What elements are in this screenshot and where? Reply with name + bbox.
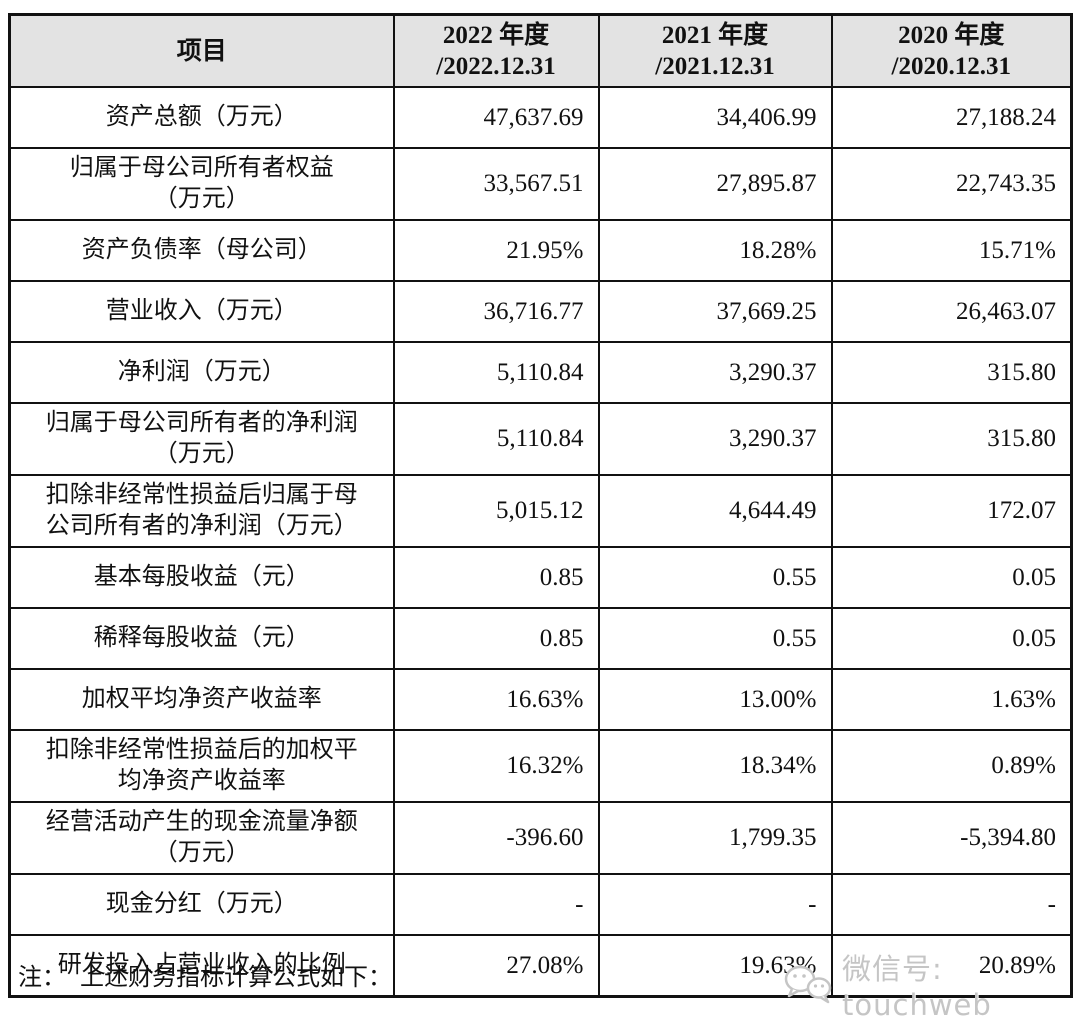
row-label: 资产总额（万元） [8,86,395,149]
value-2020: -5,394.80 [830,801,1073,875]
table-row: 基本每股收益（元） 0.85 0.55 0.05 [8,546,1073,609]
value-2022: 27.08% [392,934,600,998]
value-2022: 36,716.77 [392,280,600,343]
value-2020: 0.05 [830,607,1073,670]
table-row: 资产负债率（母公司） 21.95% 18.28% 15.71% [8,219,1073,282]
value-2020: - [830,873,1073,936]
value-2021: 27,895.87 [597,147,833,221]
row-label: 净利润（万元） [8,341,395,404]
value-2022: 0.85 [392,607,600,670]
value-2022: 5,110.84 [392,402,600,476]
row-label: 加权平均净资产收益率 [8,668,395,731]
table-row: 归属于母公司所有者的净利润 （万元） 5,110.84 3,290.37 315… [8,402,1073,476]
value-2022: 0.85 [392,546,600,609]
table-header-row: 项目 2022 年度 /2022.12.31 2021 年度 /2021.12.… [8,13,1073,88]
value-2021: 34,406.99 [597,86,833,149]
row-label: 扣除非经常性损益后归属于母 公司所有者的净利润（万元） [8,474,395,548]
value-2022: 16.63% [392,668,600,731]
row-label: 基本每股收益（元） [8,546,395,609]
value-2022: 16.32% [392,729,600,803]
value-2020: 22,743.35 [830,147,1073,221]
table-row: 净利润（万元） 5,110.84 3,290.37 315.80 [8,341,1073,404]
row-label: 研发投入占营业收入的比例 [8,934,395,998]
value-2021: 0.55 [597,607,833,670]
header-2022-column: 2022 年度 /2022.12.31 [392,13,600,88]
value-2021: 3,290.37 [597,402,833,476]
table-row: 现金分红（万元） - - - [8,873,1073,936]
value-2021: 18.28% [597,219,833,282]
row-label: 归属于母公司所有者的净利润 （万元） [8,402,395,476]
value-2021: - [597,873,833,936]
financial-indicators-table: 项目 2022 年度 /2022.12.31 2021 年度 /2021.12.… [8,13,1073,998]
value-2022: - [392,873,600,936]
table-row: 稀释每股收益（元） 0.85 0.55 0.05 [8,607,1073,670]
value-2020: 15.71% [830,219,1073,282]
value-2020: 26,463.07 [830,280,1073,343]
row-label: 营业收入（万元） [8,280,395,343]
value-2021: 0.55 [597,546,833,609]
table-row: 扣除非经常性损益后归属于母 公司所有者的净利润（万元） 5,015.12 4,6… [8,474,1073,548]
value-2020: 0.05 [830,546,1073,609]
value-2020: 172.07 [830,474,1073,548]
value-2022: 5,110.84 [392,341,600,404]
watermark: 微信号: touchweb [782,946,1080,1022]
value-2021: 13.00% [597,668,833,731]
value-2021: 18.34% [597,729,833,803]
table-row: 经营活动产生的现金流量净额 （万元） -396.60 1,799.35 -5,3… [8,801,1073,875]
footnote-prefix: 注： [18,965,66,991]
table-row: 扣除非经常性损益后的加权平 均净资产收益率 16.32% 18.34% 0.89… [8,729,1073,803]
table-row: 加权平均净资产收益率 16.63% 13.00% 1.63% [8,668,1073,731]
value-2020: 27,188.24 [830,86,1073,149]
row-label: 稀释每股收益（元） [8,607,395,670]
header-2021-column: 2021 年度 /2021.12.31 [597,13,833,88]
value-2021: 4,644.49 [597,474,833,548]
value-2022: 21.95% [392,219,600,282]
footnote-text: 上述财务指标计算公式如下： [80,965,392,991]
table-row: 资产总额（万元） 47,637.69 34,406.99 27,188.24 [8,86,1073,149]
row-label: 资产负债率（母公司） [8,219,395,282]
table-row: 研发投入占营业收入的比例 27.08% 19.63% 20.89% [8,934,1073,998]
value-2022: 5,015.12 [392,474,600,548]
value-2022: -396.60 [392,801,600,875]
row-label: 归属于母公司所有者权益 （万元） [8,147,395,221]
row-label: 扣除非经常性损益后的加权平 均净资产收益率 [8,729,395,803]
table-row: 营业收入（万元） 36,716.77 37,669.25 26,463.07 [8,280,1073,343]
header-2020-column: 2020 年度 /2020.12.31 [830,13,1073,88]
watermark-text: 微信号: touchweb [842,952,992,1022]
value-2021: 37,669.25 [597,280,833,343]
value-2020: 20.89% [830,934,1073,998]
header-item-column: 项目 [8,13,395,88]
value-2021: 3,290.37 [597,341,833,404]
row-label: 经营活动产生的现金流量净额 （万元） [8,801,395,875]
wechat-icon [782,962,834,1006]
footnote: 注： 上述财务指标计算公式如下： [18,957,392,992]
value-2020: 1.63% [830,668,1073,731]
value-2022: 47,637.69 [392,86,600,149]
row-label: 现金分红（万元） [8,873,395,936]
table-row: 归属于母公司所有者权益 （万元） 33,567.51 27,895.87 22,… [8,147,1073,221]
value-2022: 33,567.51 [392,147,600,221]
value-2020: 315.80 [830,402,1073,476]
value-2020: 315.80 [830,341,1073,404]
value-2020: 0.89% [830,729,1073,803]
value-2021: 1,799.35 [597,801,833,875]
